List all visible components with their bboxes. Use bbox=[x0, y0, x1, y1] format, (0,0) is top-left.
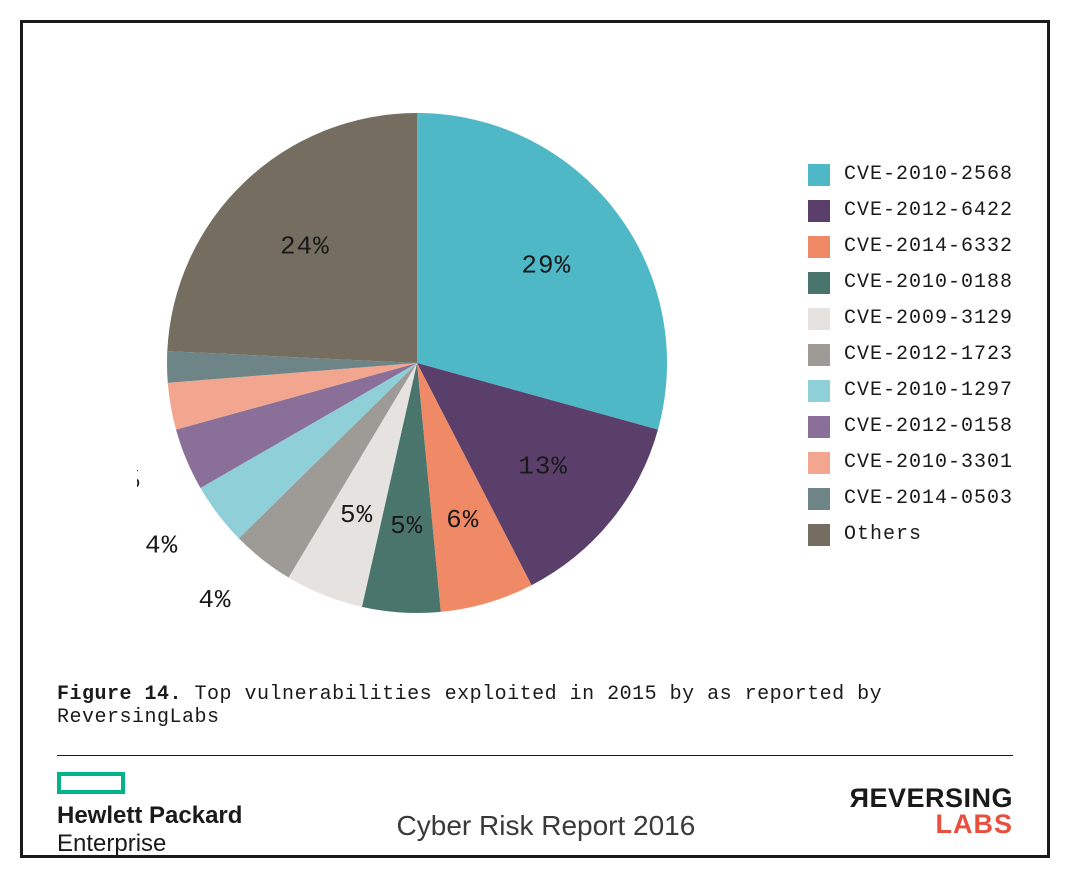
legend-item: CVE-2014-6332 bbox=[808, 235, 1013, 258]
legend-label: CVE-2012-6422 bbox=[844, 199, 1013, 222]
legend-label: CVE-2009-3129 bbox=[844, 307, 1013, 330]
legend-label: CVE-2010-3301 bbox=[844, 451, 1013, 474]
legend-swatch bbox=[808, 488, 830, 510]
legend-item: CVE-2010-3301 bbox=[808, 451, 1013, 474]
legend-label: CVE-2012-1723 bbox=[844, 343, 1013, 366]
slice-pct-label: 13% bbox=[518, 451, 568, 481]
rl-line2: LABS bbox=[849, 812, 1013, 838]
legend-label: CVE-2014-0503 bbox=[844, 487, 1013, 510]
legend-item: CVE-2014-0503 bbox=[808, 487, 1013, 510]
legend-item: Others bbox=[808, 523, 1013, 546]
slice-pct-label: 4% bbox=[198, 585, 231, 615]
legend-label: CVE-2014-6332 bbox=[844, 235, 1013, 258]
legend-swatch bbox=[808, 416, 830, 438]
legend-item: CVE-2010-1297 bbox=[808, 379, 1013, 402]
figure-caption: Figure 14. Top vulnerabilities exploited… bbox=[57, 683, 1013, 729]
legend-item: CVE-2010-0188 bbox=[808, 271, 1013, 294]
hpe-accent-rect bbox=[57, 772, 125, 794]
legend-item: CVE-2012-6422 bbox=[808, 199, 1013, 222]
legend-label: Others bbox=[844, 523, 922, 546]
legend-item: CVE-2010-2568 bbox=[808, 163, 1013, 186]
figure-frame: 29%13%6%5%5%4%4%4%3%2%24% CVE-2010-2568C… bbox=[20, 20, 1050, 858]
legend-swatch bbox=[808, 236, 830, 258]
slice-pct-label: 5% bbox=[390, 511, 423, 541]
legend-item: CVE-2009-3129 bbox=[808, 307, 1013, 330]
legend-item: CVE-2012-0158 bbox=[808, 415, 1013, 438]
legend-swatch bbox=[808, 200, 830, 222]
legend-label: CVE-2010-1297 bbox=[844, 379, 1013, 402]
slice-pct-label: 29% bbox=[521, 251, 571, 281]
reversinglabs-logo: REVERSING LABS bbox=[849, 786, 1013, 837]
rl-line1: REVERSING bbox=[849, 786, 1013, 812]
legend-label: CVE-2010-2568 bbox=[844, 163, 1013, 186]
report-title: Cyber Risk Report 2016 bbox=[397, 810, 696, 842]
footer-divider bbox=[57, 755, 1013, 756]
pie-chart: 29%13%6%5%5%4%4%4%3%2%24% bbox=[137, 73, 757, 663]
legend-label: CVE-2012-0158 bbox=[844, 415, 1013, 438]
slice-pct-label: 4% bbox=[145, 531, 178, 561]
legend: CVE-2010-2568 CVE-2012-6422 CVE-2014-6332 C… bbox=[808, 163, 1013, 559]
legend-swatch bbox=[808, 272, 830, 294]
legend-swatch bbox=[808, 452, 830, 474]
legend-label: CVE-2010-0188 bbox=[844, 271, 1013, 294]
slice-pct-label: 5% bbox=[340, 500, 373, 530]
legend-swatch bbox=[808, 164, 830, 186]
footer: Hewlett Packard Enterprise Cyber Risk Re… bbox=[57, 772, 1013, 857]
slice-pct-label: 6% bbox=[446, 505, 479, 535]
legend-swatch bbox=[808, 380, 830, 402]
figure-label: Figure 14. bbox=[57, 683, 182, 706]
slice-pct-label: 24% bbox=[280, 231, 330, 261]
legend-swatch bbox=[808, 524, 830, 546]
hpe-line1: Hewlett Packard bbox=[57, 802, 242, 830]
hpe-logo: Hewlett Packard Enterprise bbox=[57, 772, 242, 857]
legend-swatch bbox=[808, 344, 830, 366]
chart-area: 29%13%6%5%5%4%4%4%3%2%24% CVE-2010-2568C… bbox=[57, 53, 1013, 673]
hpe-line2: Enterprise bbox=[57, 830, 242, 858]
slice-pct-label: 4% bbox=[137, 465, 140, 495]
legend-swatch bbox=[808, 308, 830, 330]
legend-item: CVE-2012-1723 bbox=[808, 343, 1013, 366]
